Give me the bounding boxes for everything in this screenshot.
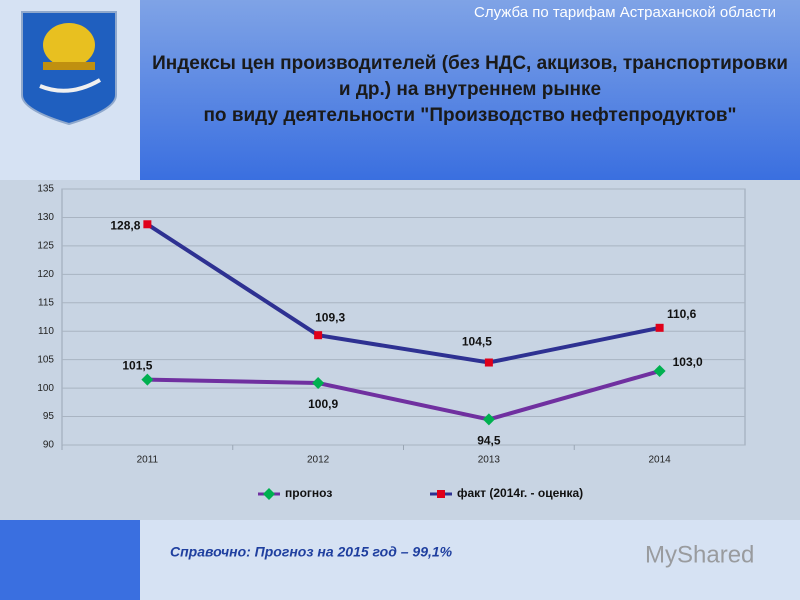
data-label: 109,3	[315, 310, 345, 324]
y-tick-label: 100	[37, 383, 54, 394]
y-tick-label: 90	[43, 440, 55, 451]
x-tick-label: 2012	[307, 455, 330, 466]
y-tick-label: 110	[38, 326, 54, 337]
y-tick-label: 105	[37, 354, 54, 365]
watermark: MyShared	[645, 541, 754, 568]
data-label: 110,6	[667, 307, 697, 321]
footer-panel	[140, 520, 800, 600]
legend-marker	[263, 488, 275, 500]
legend-label: факт (2014г. - оценка)	[457, 486, 583, 500]
coat-of-arms	[21, 11, 117, 126]
data-label: 104,5	[462, 335, 492, 349]
series-line	[146, 222, 661, 365]
legend-label: прогноз	[285, 486, 332, 500]
data-point	[143, 220, 152, 229]
data-point	[314, 331, 323, 340]
chart-title: Индексы цен производителей (без НДС, акц…	[152, 53, 788, 126]
data-label: 103,0	[673, 355, 703, 369]
y-tick-label: 115	[38, 297, 54, 308]
legend-marker	[437, 490, 445, 498]
data-point	[484, 358, 493, 367]
data-point	[141, 373, 154, 386]
y-tick-label: 125	[37, 241, 54, 252]
series-line	[147, 369, 661, 422]
y-tick-label: 120	[37, 269, 54, 280]
y-tick-label: 135	[37, 184, 54, 195]
data-label: 128,8	[110, 218, 140, 232]
y-tick-label: 130	[37, 212, 54, 223]
x-tick-label: 2013	[478, 455, 501, 466]
data-point	[312, 376, 325, 389]
x-tick-label: 2014	[649, 455, 672, 466]
footer-note: Справочно: Прогноз на 2015 год – 99,1%	[170, 544, 453, 560]
data-label: 94,5	[477, 434, 501, 448]
organization: Служба по тарифам Астраханской области	[474, 4, 776, 21]
data-point	[482, 413, 495, 426]
x-tick-label: 2011	[137, 455, 159, 466]
data-label: 101,5	[122, 359, 152, 373]
data-label: 100,9	[308, 397, 338, 411]
header-band	[140, 0, 800, 180]
plot-area	[61, 188, 746, 446]
data-point	[655, 323, 664, 332]
y-tick-label: 95	[43, 411, 55, 422]
data-point	[653, 365, 666, 378]
